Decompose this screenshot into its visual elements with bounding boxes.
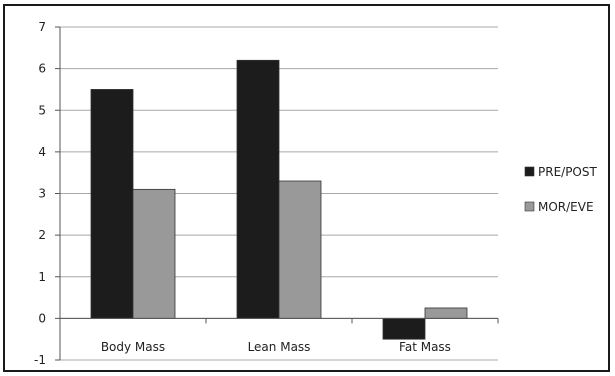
y-tick-label: 2 (38, 228, 46, 242)
legend-swatch (524, 166, 535, 177)
y-tick-label: 0 (38, 311, 46, 325)
legend-label: MOR/EVE (538, 200, 594, 214)
bar-mor-eve-body-mass (132, 188, 176, 319)
x-category-label: Fat Mass (399, 340, 451, 354)
y-tick-label: 7 (38, 20, 46, 34)
x-category-label: Lean Mass (248, 340, 311, 354)
y-tick-label: 4 (38, 145, 46, 159)
y-tick-label: 3 (38, 187, 46, 201)
legend-label: PRE/POST (538, 165, 597, 179)
legend-swatch (524, 201, 535, 212)
bar-mor-eve-lean-mass (278, 180, 322, 319)
bar-pre-post-body-mass (90, 89, 134, 319)
bar-pre-post-lean-mass (236, 59, 280, 319)
bar-mor-eve-fat-mass (424, 307, 468, 319)
bar-pre-post-fat-mass (382, 317, 426, 340)
y-tick-label: -1 (34, 353, 46, 367)
y-tick-label: 5 (38, 103, 46, 117)
x-category-label: Body Mass (101, 340, 165, 354)
y-tick-label: 6 (38, 62, 46, 76)
y-tick-label: 1 (38, 270, 46, 284)
